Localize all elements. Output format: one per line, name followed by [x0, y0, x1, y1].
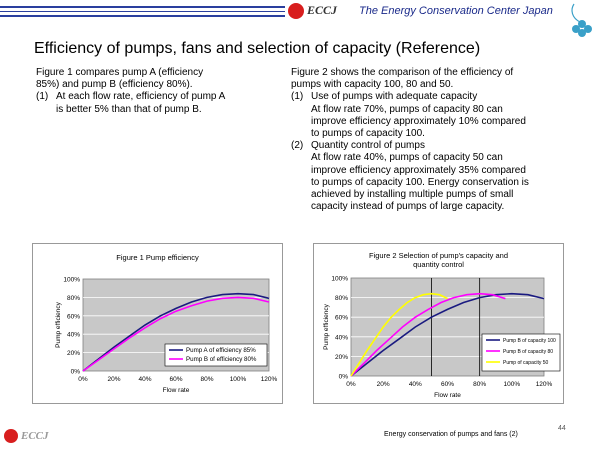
- series-line-3: [350, 292, 448, 377]
- x-tick-label: 100%: [504, 381, 521, 388]
- list-item: (2) Quantity control of pumps: [291, 140, 591, 152]
- header-rule: [0, 15, 285, 17]
- x-tick-label: 20%: [107, 376, 120, 383]
- figure-1-frame: Figure 1 Pump efficiency 0% 20% 40% 60% 80% 1…: [32, 243, 283, 404]
- y-tick-label: 60%: [67, 313, 80, 320]
- text-line: Figure 1 compares pump A (efficiency: [36, 67, 204, 78]
- text-line: At flow rate 40%, pumps of capacity 50 c…: [311, 152, 503, 164]
- text-line: 85%) and pump B (efficiency 80%).: [36, 79, 193, 91]
- right-description: Figure 2 shows the comparison of the eff…: [291, 67, 591, 213]
- x-tick-label: 120%: [536, 381, 553, 388]
- footer-caption: Energy conservation of pumps and fans (2…: [384, 431, 518, 438]
- x-tick-label: 60%: [169, 376, 182, 383]
- legend-entry: Pump of capacity 50: [503, 360, 549, 366]
- header-rule: [0, 6, 285, 8]
- figure-2-chart: 0% 20% 40% 60% 80% 100% 0% 20% 40% 60% 80% 100% 120%…: [323, 276, 561, 399]
- series-line-1: [350, 292, 545, 377]
- list-item: (1) Use of pumps with adequate capacity: [291, 91, 591, 103]
- chart-title: Figure 2 Selection of pump's capacity an…: [314, 251, 563, 269]
- text-line: achieved by installing multiple pumps of…: [311, 189, 514, 201]
- list-number: (1): [36, 91, 49, 103]
- y-tick-label: 100%: [63, 277, 80, 284]
- header-rule: [0, 11, 285, 12]
- x-tick-label: 100%: [230, 376, 247, 383]
- footer-logo-text: ECCJ: [21, 430, 49, 442]
- y-tick-label: 20%: [67, 350, 80, 357]
- text-line: to pumps of capacity 100. Energy conserv…: [311, 176, 529, 188]
- chart-title: Figure 1 Pump efficiency: [116, 253, 199, 262]
- page-title: Efficiency of pumps, fans and selection …: [34, 40, 481, 57]
- x-tick-label: 40%: [409, 381, 422, 388]
- text-line: improve efficiency approximately 10% com…: [311, 115, 526, 127]
- y-tick-label: 40%: [335, 334, 348, 341]
- x-tick-label: 80%: [473, 381, 486, 388]
- list-number: (2): [291, 140, 304, 152]
- list-body: At flow rate 40%, pumps of capacity 50 c…: [291, 152, 591, 213]
- text-line: to pumps of capacity 100.: [311, 128, 425, 140]
- x-tick-label: 40%: [138, 376, 151, 383]
- series-line-1: [82, 292, 270, 372]
- y-tick-label: 80%: [335, 295, 348, 302]
- series-line-2: [82, 296, 270, 372]
- x-tick-label: 20%: [377, 381, 390, 388]
- legend-entry: Pump B of efficiency 80%: [186, 356, 257, 363]
- legend-entry: Pump B of capacity 100: [503, 338, 556, 344]
- x-tick-label: 0%: [78, 376, 88, 383]
- y-tick-label: 0%: [339, 374, 349, 381]
- list-number: (1): [291, 91, 304, 103]
- organization-name: The Energy Conservation Center Japan: [359, 5, 553, 17]
- text-line: pumps with capacity 100, 80 and 50.: [291, 79, 454, 91]
- text-line: capacity instead of pumps of large capac…: [311, 201, 505, 213]
- x-tick-label: 120%: [261, 376, 278, 383]
- legend-box: [164, 343, 268, 367]
- text-line: improve efficiency approximately 35% com…: [311, 164, 526, 176]
- y-tick-label: 0%: [71, 369, 81, 376]
- eccj-sun-icon: [4, 429, 18, 443]
- series-line-2: [350, 292, 506, 377]
- text-line: At flow rate 70%, pumps of capacity 80 c…: [311, 103, 503, 115]
- figure-1-chart: 0% 20% 40% 60% 80% 100% 0% 20% 40% 60% 80% 100% 120%…: [55, 277, 278, 395]
- left-description: Figure 1 compares pump A (efficiency 85%…: [36, 67, 276, 116]
- eccj-sun-icon: [288, 3, 304, 19]
- chart-title-line: quantity control: [413, 260, 464, 269]
- x-tick-label: 0%: [346, 381, 356, 388]
- list-heading: Quantity control of pumps: [311, 140, 425, 152]
- x-tick-label: 80%: [200, 376, 213, 383]
- x-axis-label: Flow rate: [163, 387, 190, 394]
- legend-entry: Pump B of capacity 80: [503, 349, 553, 355]
- list-body: At flow rate 70%, pumps of capacity 80 c…: [291, 104, 591, 141]
- list-item: (1) At each flow rate, efficiency of pum…: [36, 91, 276, 115]
- y-tick-label: 40%: [67, 332, 80, 339]
- header-logo-text: ECCJ: [307, 3, 338, 17]
- text-line: Figure 2 shows the comparison of the eff…: [291, 67, 514, 78]
- y-axis-label: Pump efficiency: [55, 301, 62, 348]
- figure-2-frame: Figure 2 Selection of pump's capacity an…: [313, 243, 564, 404]
- y-axis-label: Pump efficiency: [323, 303, 330, 350]
- y-tick-label: 60%: [335, 315, 348, 322]
- list-heading: Use of pumps with adequate capacity: [311, 91, 478, 103]
- x-tick-label: 60%: [441, 381, 454, 388]
- legend-entry: Pump A of efficiency 85%: [186, 347, 256, 354]
- x-axis-label: Flow rate: [434, 392, 461, 399]
- y-tick-label: 20%: [335, 354, 348, 361]
- y-tick-label: 80%: [67, 295, 80, 302]
- text-line: is better 5% than that of pump B.: [56, 103, 202, 115]
- y-tick-label: 100%: [331, 276, 348, 283]
- clover-mascot-icon: [571, 3, 592, 37]
- page-number: 44: [558, 425, 566, 432]
- chart-title-line: Figure 2 Selection of pump's capacity an…: [368, 251, 508, 260]
- text-line: At each flow rate, efficiency of pump A: [56, 91, 226, 103]
